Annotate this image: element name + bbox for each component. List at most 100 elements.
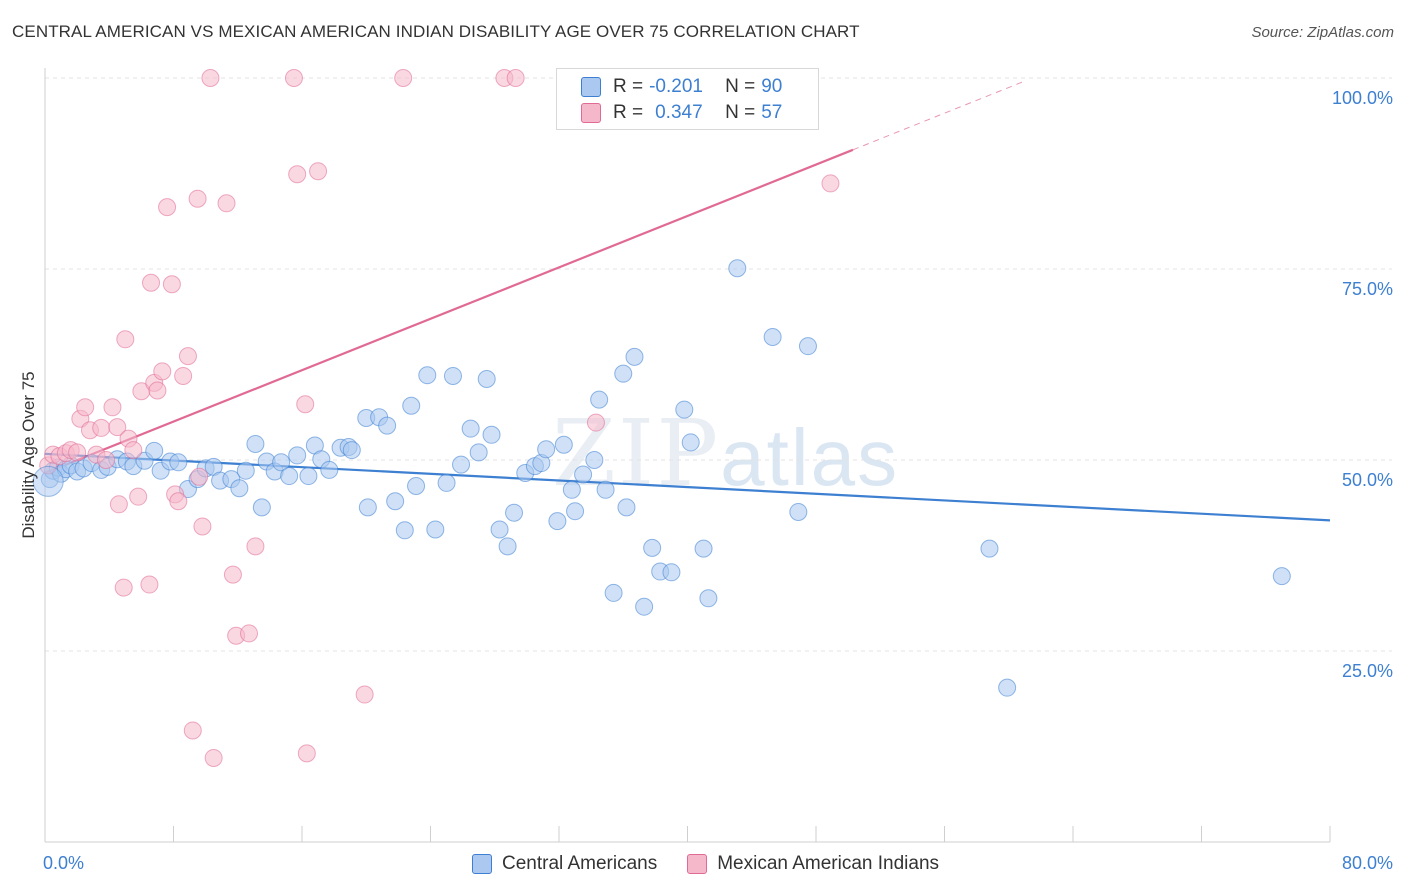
- legend-item-mexican-american-indians[interactable]: Mexican American Indians: [687, 853, 939, 875]
- data-point: [239, 624, 258, 643]
- data-point: [358, 498, 377, 517]
- data-point: [217, 194, 236, 213]
- data-point: [548, 512, 567, 531]
- data-point: [625, 347, 644, 366]
- data-point: [355, 685, 374, 704]
- stats-n-label: N =: [725, 102, 756, 123]
- data-point: [590, 390, 609, 409]
- stats-row-central-americans: R = -0.201 N = 90: [581, 74, 783, 100]
- data-point: [635, 597, 654, 616]
- data-point: [145, 441, 164, 460]
- data-point: [169, 492, 188, 511]
- stats-r-label: R =: [613, 76, 644, 97]
- data-point: [386, 492, 405, 511]
- data-point: [162, 275, 181, 294]
- data-point: [554, 435, 573, 454]
- data-point: [490, 520, 509, 539]
- data-point: [469, 443, 488, 462]
- data-point: [681, 433, 700, 452]
- series-mexican-american-indians: [39, 69, 840, 767]
- series-central-americans: [40, 259, 1291, 697]
- y-tick-label: 50.0%: [1342, 470, 1393, 490]
- data-point: [272, 453, 291, 472]
- data-point: [1272, 567, 1291, 586]
- y-tick-label: 75.0%: [1342, 279, 1393, 299]
- data-point: [109, 495, 128, 514]
- data-point: [617, 498, 636, 517]
- legend-swatch-mexican-american-indians: [687, 854, 708, 874]
- legend-item-central-americans[interactable]: Central Americans: [472, 853, 657, 875]
- data-point: [296, 395, 315, 414]
- stats-r-value: -0.201: [649, 76, 703, 97]
- data-point: [980, 539, 999, 558]
- data-point: [402, 396, 421, 415]
- data-point: [246, 537, 265, 556]
- data-point: [798, 337, 817, 356]
- data-point: [505, 503, 524, 522]
- data-point: [418, 366, 437, 385]
- data-point: [236, 461, 255, 480]
- data-point: [426, 520, 445, 539]
- data-point: [129, 487, 148, 506]
- stats-swatch-mexican-american-indians: [581, 103, 601, 123]
- data-point: [309, 162, 328, 181]
- data-point: [395, 521, 414, 540]
- label-layer: 25.0% 50.0% 75.0% 100.0% 0.0% 80.0% Disability…: [19, 88, 1393, 873]
- data-point-cluster: [32, 465, 64, 497]
- data-point: [76, 398, 95, 417]
- stats-box: R = -0.201 N = 90 R = 0.347 N = 57: [556, 68, 819, 130]
- stats-n-value: 57: [761, 102, 783, 123]
- data-point: [675, 400, 694, 419]
- data-point: [596, 480, 615, 499]
- data-point: [178, 347, 197, 366]
- data-point: [116, 330, 135, 349]
- grid-layer: [45, 77, 1392, 652]
- legend-label-central-americans: Central Americans: [502, 853, 658, 874]
- data-point: [124, 441, 143, 460]
- data-point: [643, 538, 662, 557]
- data-point: [586, 413, 605, 432]
- data-point: [299, 467, 318, 486]
- data-point: [407, 476, 426, 495]
- data-point: [789, 502, 808, 521]
- legend-label-mexican-american-indians: Mexican American Indians: [717, 853, 940, 874]
- data-point: [288, 446, 307, 465]
- data-point: [190, 467, 209, 486]
- chart-title: CENTRAL AMERICAN VS MEXICAN AMERICAN IND…: [12, 22, 860, 41]
- data-point: [821, 174, 840, 193]
- data-point: [183, 721, 202, 740]
- data-point: [230, 479, 249, 498]
- stats-n-value: 90: [761, 76, 783, 97]
- data-point: [252, 498, 271, 517]
- legend: Central Americans Mexican American India…: [472, 851, 969, 877]
- data-point: [153, 362, 172, 381]
- data-point: [699, 589, 718, 608]
- data-point: [728, 259, 747, 278]
- data-point: [158, 198, 177, 217]
- data-point: [562, 480, 581, 499]
- stats-n-label: N =: [725, 76, 756, 97]
- y-tick-label: 100.0%: [1332, 88, 1393, 108]
- y-tick-label: 25.0%: [1342, 661, 1393, 681]
- data-point: [477, 370, 496, 389]
- data-point: [297, 744, 316, 763]
- data-point: [585, 451, 604, 469]
- data-point: [566, 502, 585, 521]
- data-point: [223, 565, 242, 584]
- data-point: [461, 419, 480, 438]
- data-point: [174, 366, 193, 385]
- data-point: [142, 273, 161, 292]
- data-point: [193, 517, 212, 536]
- y-axis-label: Disability Age Over 75: [19, 371, 38, 538]
- trend-line-1: [44, 148, 854, 475]
- stats-swatch-central-americans: [581, 77, 601, 97]
- data-point: [506, 69, 525, 87]
- data-point: [437, 473, 456, 492]
- data-point: [148, 381, 167, 400]
- points-layer: [32, 69, 1291, 767]
- data-point: [246, 434, 265, 453]
- trend-layer: [44, 80, 1331, 522]
- data-point: [394, 69, 413, 87]
- data-point: [201, 69, 220, 87]
